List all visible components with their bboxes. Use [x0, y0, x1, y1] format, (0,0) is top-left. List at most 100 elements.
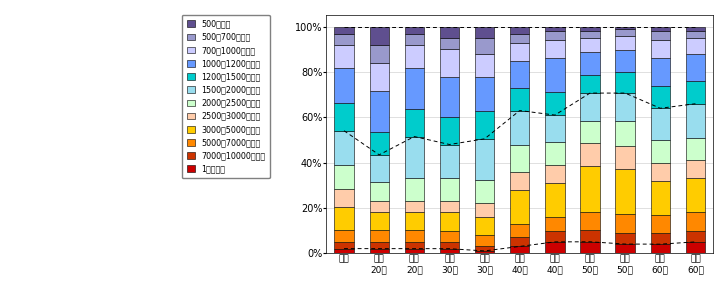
Bar — [615, 244, 635, 253]
Bar — [370, 155, 389, 182]
Bar — [475, 235, 494, 246]
Bar — [651, 58, 670, 86]
Bar — [440, 242, 459, 249]
Bar — [510, 247, 529, 253]
Bar — [510, 42, 529, 61]
Bar — [334, 230, 354, 242]
Bar — [370, 242, 389, 249]
Bar — [370, 45, 389, 63]
Bar — [580, 31, 600, 38]
Bar — [370, 91, 389, 132]
Bar — [405, 27, 424, 34]
Bar — [510, 88, 529, 110]
Bar — [334, 45, 354, 68]
Bar — [545, 183, 564, 217]
Bar — [580, 166, 600, 212]
Bar — [545, 40, 564, 58]
Bar — [651, 27, 670, 31]
Bar — [545, 242, 564, 253]
Bar — [405, 212, 424, 230]
Bar — [405, 45, 424, 68]
Bar — [440, 231, 459, 242]
Bar — [334, 68, 354, 103]
Bar — [440, 179, 459, 201]
Bar — [475, 111, 494, 139]
Bar — [370, 230, 389, 242]
Bar — [686, 31, 705, 38]
Bar — [686, 81, 705, 104]
Bar — [475, 246, 494, 251]
Bar — [686, 231, 705, 242]
Bar — [510, 110, 529, 144]
Bar — [651, 31, 670, 40]
Bar — [405, 201, 424, 212]
Bar — [651, 140, 670, 163]
Bar — [686, 179, 705, 212]
Bar — [651, 163, 670, 181]
Bar — [370, 249, 389, 253]
Bar — [580, 27, 600, 31]
Bar — [580, 121, 600, 143]
Bar — [475, 251, 494, 253]
Bar — [440, 117, 459, 144]
Bar — [580, 52, 600, 75]
Bar — [686, 160, 705, 179]
Bar — [615, 168, 635, 214]
Bar — [440, 38, 459, 49]
Bar — [475, 27, 494, 38]
Bar — [334, 34, 354, 45]
Bar — [475, 139, 494, 180]
Bar — [510, 61, 529, 88]
Bar — [615, 233, 635, 244]
Bar — [440, 77, 459, 117]
Legend: 500円未満, 500～700円未満, 700～1000円未満, 1000～1200円未満, 1200～1500円未満, 1500～2000円未満, 2000～: 500円未満, 500～700円未満, 700～1000円未満, 1000～12… — [182, 15, 270, 178]
Bar — [545, 142, 564, 165]
Bar — [440, 27, 459, 38]
Bar — [686, 138, 705, 160]
Bar — [370, 132, 389, 155]
Bar — [651, 86, 670, 108]
Bar — [615, 73, 635, 93]
Bar — [615, 214, 635, 233]
Bar — [334, 249, 354, 253]
Bar — [651, 233, 670, 244]
Bar — [615, 27, 635, 29]
Bar — [405, 68, 424, 109]
Bar — [615, 93, 635, 121]
Bar — [334, 207, 354, 230]
Bar — [686, 54, 705, 81]
Bar — [651, 108, 670, 140]
Bar — [545, 31, 564, 40]
Bar — [510, 34, 529, 42]
Bar — [405, 242, 424, 249]
Bar — [686, 27, 705, 31]
Bar — [545, 115, 564, 142]
Bar — [405, 109, 424, 136]
Bar — [370, 63, 389, 91]
Bar — [440, 201, 459, 212]
Bar — [405, 34, 424, 45]
Bar — [475, 203, 494, 217]
Bar — [440, 49, 459, 77]
Bar — [475, 54, 494, 77]
Bar — [545, 27, 564, 31]
Bar — [686, 242, 705, 253]
Bar — [440, 144, 459, 179]
Bar — [651, 244, 670, 253]
Bar — [334, 165, 354, 188]
Bar — [651, 181, 670, 215]
Bar — [545, 217, 564, 231]
Bar — [651, 215, 670, 233]
Bar — [334, 242, 354, 249]
Bar — [405, 136, 424, 178]
Bar — [580, 38, 600, 52]
Bar — [334, 188, 354, 207]
Bar — [686, 104, 705, 138]
Bar — [370, 212, 389, 230]
Bar — [475, 77, 494, 111]
Bar — [686, 212, 705, 231]
Bar — [405, 249, 424, 253]
Bar — [370, 182, 389, 201]
Bar — [510, 190, 529, 224]
Bar — [334, 103, 354, 131]
